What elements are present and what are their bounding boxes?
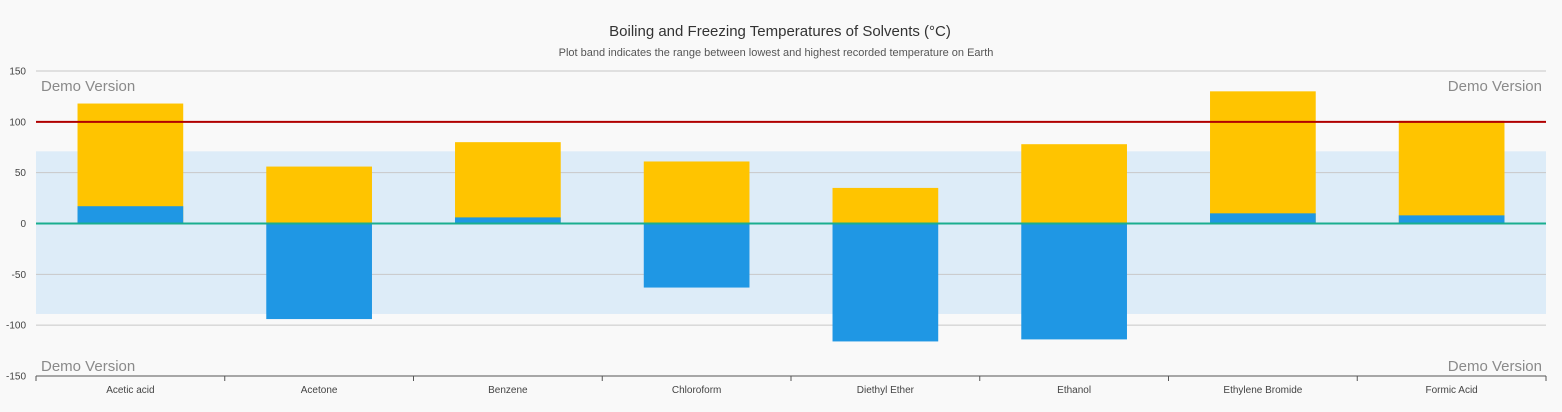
y-tick-label: 100 xyxy=(9,117,26,128)
bar-series-2 xyxy=(266,223,372,320)
x-category-label: Formic Acid xyxy=(1426,385,1478,396)
x-category-label: Acetone xyxy=(301,385,338,396)
x-category-label: Diethyl Ether xyxy=(857,385,915,396)
bar-series-1 xyxy=(266,166,372,224)
y-tick-label: 50 xyxy=(15,168,27,179)
y-tick-label: -150 xyxy=(6,372,26,383)
watermark-top-right: Demo Version xyxy=(1448,78,1542,95)
y-tick-label: -50 xyxy=(12,270,27,281)
axis-layer xyxy=(35,375,1547,381)
bars-layer xyxy=(77,91,1505,342)
watermark-bottom-right: Demo Version xyxy=(1448,358,1542,375)
watermark-top-left: Demo Version xyxy=(41,78,135,95)
bar-series-1 xyxy=(643,161,750,224)
bar-series-1 xyxy=(1398,120,1505,224)
bar-series-1 xyxy=(1021,144,1127,224)
x-category-label: Ethylene Bromide xyxy=(1223,385,1302,396)
plot-band xyxy=(36,151,1546,314)
bar-series-2 xyxy=(77,206,184,224)
bar-series-2 xyxy=(1210,213,1316,224)
bar-series-2 xyxy=(455,217,561,224)
reference-line-layer xyxy=(36,120,1546,225)
x-category-label: Ethanol xyxy=(1057,385,1091,396)
x-category-label: Benzene xyxy=(488,385,528,396)
chart-title: Boiling and Freezing Temperatures of Sol… xyxy=(609,23,951,40)
bar-series-1 xyxy=(455,142,561,224)
y-tick-label: 150 xyxy=(9,67,26,78)
label-layer: -150 -100 -50 0 50 100 150 Acetic acid Acetone Be… xyxy=(6,67,1478,397)
bar-series-1 xyxy=(832,187,939,224)
x-category-label: Acetic acid xyxy=(106,385,154,396)
bar-series-2 xyxy=(832,223,939,342)
y-tick-label: 0 xyxy=(20,219,26,230)
bar-series-2 xyxy=(1398,215,1505,224)
chart-subtitle: Plot band indicates the range between lo… xyxy=(559,47,994,59)
bar-series-2 xyxy=(1021,223,1127,340)
plot-band-layer xyxy=(36,151,1546,314)
watermark-bottom-left: Demo Version xyxy=(41,358,135,375)
bar-series-2 xyxy=(643,223,750,288)
bar-series-1 xyxy=(1210,91,1316,224)
x-category-label: Chloroform xyxy=(672,385,721,396)
watermark-layer: Demo Version Demo Version Demo Version D… xyxy=(41,78,1542,375)
y-tick-label: -100 xyxy=(6,321,26,332)
bar-series-1 xyxy=(77,103,184,224)
